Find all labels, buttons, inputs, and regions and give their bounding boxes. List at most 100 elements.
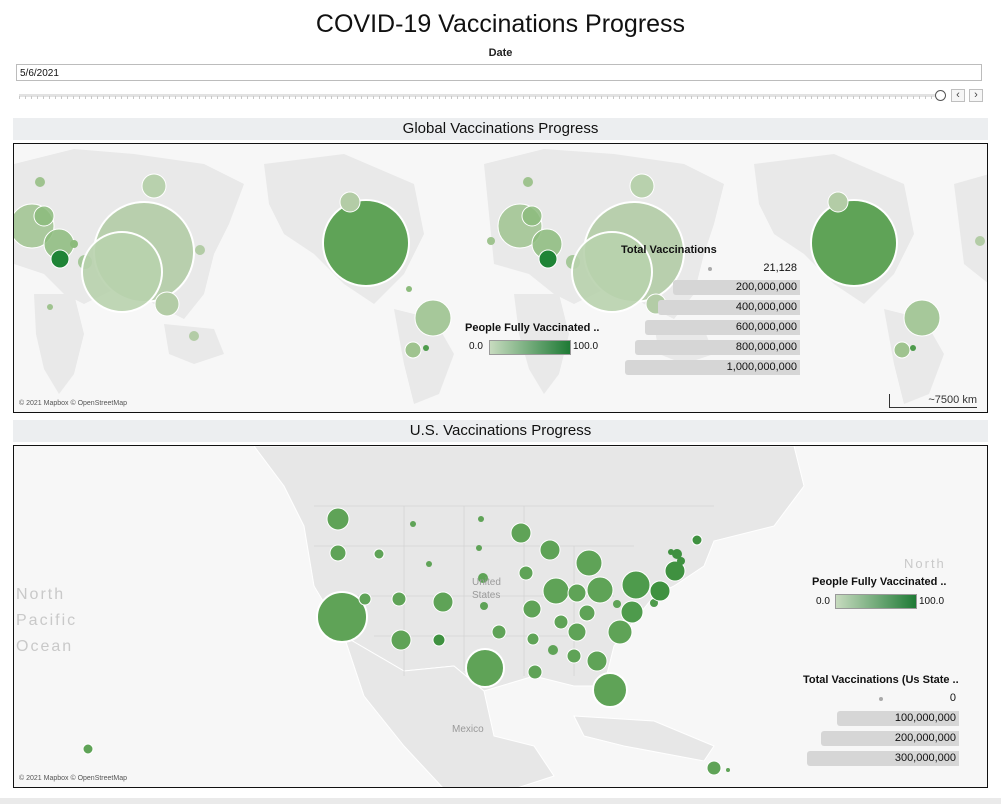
size-legend-row: 600,000,000 [645, 320, 800, 335]
country-bubble[interactable] [975, 236, 985, 246]
state-bubble[interactable] [706, 760, 722, 776]
state-bubble[interactable] [82, 743, 94, 755]
country-bubble[interactable] [910, 345, 916, 351]
state-bubble[interactable] [391, 591, 407, 607]
country-bubble[interactable] [893, 341, 911, 359]
state-bubble[interactable] [465, 648, 505, 688]
country-bubble[interactable] [571, 231, 653, 313]
size-legend-row: 21,128 [708, 261, 800, 276]
country-bubble[interactable] [406, 286, 412, 292]
state-bubble[interactable] [664, 560, 686, 582]
state-bubble[interactable] [522, 599, 542, 619]
country-bubble[interactable] [47, 304, 53, 310]
state-bubble[interactable] [527, 664, 543, 680]
state-bubble[interactable] [566, 648, 582, 664]
size-legend-row: 100,000,000 [837, 711, 959, 726]
state-bubble[interactable] [329, 544, 347, 562]
state-bubble[interactable] [539, 539, 561, 561]
state-bubble[interactable] [426, 561, 432, 567]
country-bubble[interactable] [538, 249, 558, 269]
previous-date-button[interactable]: ‹ [951, 89, 965, 102]
country-bubble[interactable] [487, 237, 495, 245]
state-bubble[interactable] [592, 672, 628, 708]
global-color-legend-min: 0.0 [469, 341, 483, 352]
country-bubble[interactable] [827, 191, 849, 213]
state-bubble[interactable] [567, 583, 587, 603]
state-bubble[interactable] [316, 591, 368, 643]
country-bubble[interactable] [629, 173, 655, 199]
date-filter-label: Date [488, 47, 513, 59]
state-bubble[interactable] [553, 614, 569, 630]
state-bubble[interactable] [668, 549, 674, 555]
state-bubble[interactable] [548, 645, 558, 655]
state-bubble[interactable] [326, 507, 350, 531]
bottom-bar [0, 798, 1001, 804]
state-bubble[interactable] [510, 522, 532, 544]
state-bubble[interactable] [476, 545, 482, 551]
ocean-label: North Pacific Ocean [16, 586, 78, 655]
state-bubble[interactable] [358, 592, 372, 606]
country-bubble[interactable] [70, 240, 78, 248]
country-label-us: United States [472, 577, 501, 601]
state-bubble[interactable] [575, 549, 603, 577]
state-bubble[interactable] [491, 624, 507, 640]
country-bubble[interactable] [154, 291, 180, 317]
country-bubble[interactable] [50, 249, 70, 269]
country-bubble[interactable] [523, 177, 533, 187]
country-bubble[interactable] [81, 231, 163, 313]
state-bubble[interactable] [432, 633, 446, 647]
us-map-canvas [14, 446, 987, 787]
country-bubble[interactable] [189, 331, 199, 341]
global-vaccinations-map[interactable]: © 2021 Mapbox © OpenStreetMap ~7500 km P… [13, 143, 988, 413]
state-bubble[interactable] [677, 557, 685, 565]
size-legend-row: 800,000,000 [635, 340, 800, 355]
state-bubble[interactable] [620, 600, 644, 624]
state-bubble[interactable] [432, 591, 454, 613]
state-bubble[interactable] [613, 600, 621, 608]
country-bubble[interactable] [322, 199, 410, 287]
country-bubble[interactable] [521, 205, 543, 227]
date-filter-input[interactable]: 5/6/2021 [16, 64, 982, 81]
state-bubble[interactable] [390, 629, 412, 651]
state-bubble[interactable] [586, 576, 614, 604]
global-section-header: Global Vaccinations Progress [13, 118, 988, 140]
state-bubble[interactable] [621, 570, 651, 600]
country-bubble[interactable] [423, 345, 429, 351]
state-bubbles[interactable] [82, 507, 730, 776]
date-slider-track[interactable] [19, 94, 935, 97]
country-bubble[interactable] [903, 299, 941, 337]
state-bubble[interactable] [726, 768, 730, 772]
country-bubble[interactable] [141, 173, 167, 199]
state-bubble[interactable] [578, 604, 596, 622]
country-bubble[interactable] [414, 299, 452, 337]
country-bubble[interactable] [35, 177, 45, 187]
country-bubble[interactable] [339, 191, 361, 213]
state-bubble[interactable] [478, 573, 488, 583]
size-legend-dot-icon [708, 267, 712, 271]
state-bubble[interactable] [567, 622, 587, 642]
us-vaccinations-map[interactable]: North Pacific Ocean North United States … [13, 445, 988, 788]
date-slider-handle[interactable] [935, 90, 946, 101]
state-bubble[interactable] [478, 516, 484, 522]
next-date-button[interactable]: › [969, 89, 983, 102]
state-bubble[interactable] [373, 548, 385, 560]
country-bubble[interactable] [404, 341, 422, 359]
north-label: North [904, 556, 946, 571]
country-bubbles-1[interactable] [14, 173, 452, 359]
state-bubble[interactable] [526, 632, 540, 646]
chevron-left-icon: ‹ [956, 89, 960, 101]
state-bubble[interactable] [672, 549, 682, 559]
country-bubble[interactable] [195, 245, 205, 255]
state-bubble[interactable] [586, 650, 608, 672]
country-bubble[interactable] [33, 205, 55, 227]
country-bubbles-2[interactable] [487, 173, 985, 359]
state-bubble[interactable] [649, 580, 671, 602]
state-bubble[interactable] [691, 534, 703, 546]
country-bubble[interactable] [810, 199, 898, 287]
state-bubble[interactable] [650, 599, 658, 607]
state-bubble[interactable] [410, 521, 416, 527]
state-bubble[interactable] [480, 602, 488, 610]
state-bubble[interactable] [607, 619, 633, 645]
state-bubble[interactable] [542, 577, 570, 605]
state-bubble[interactable] [518, 565, 534, 581]
